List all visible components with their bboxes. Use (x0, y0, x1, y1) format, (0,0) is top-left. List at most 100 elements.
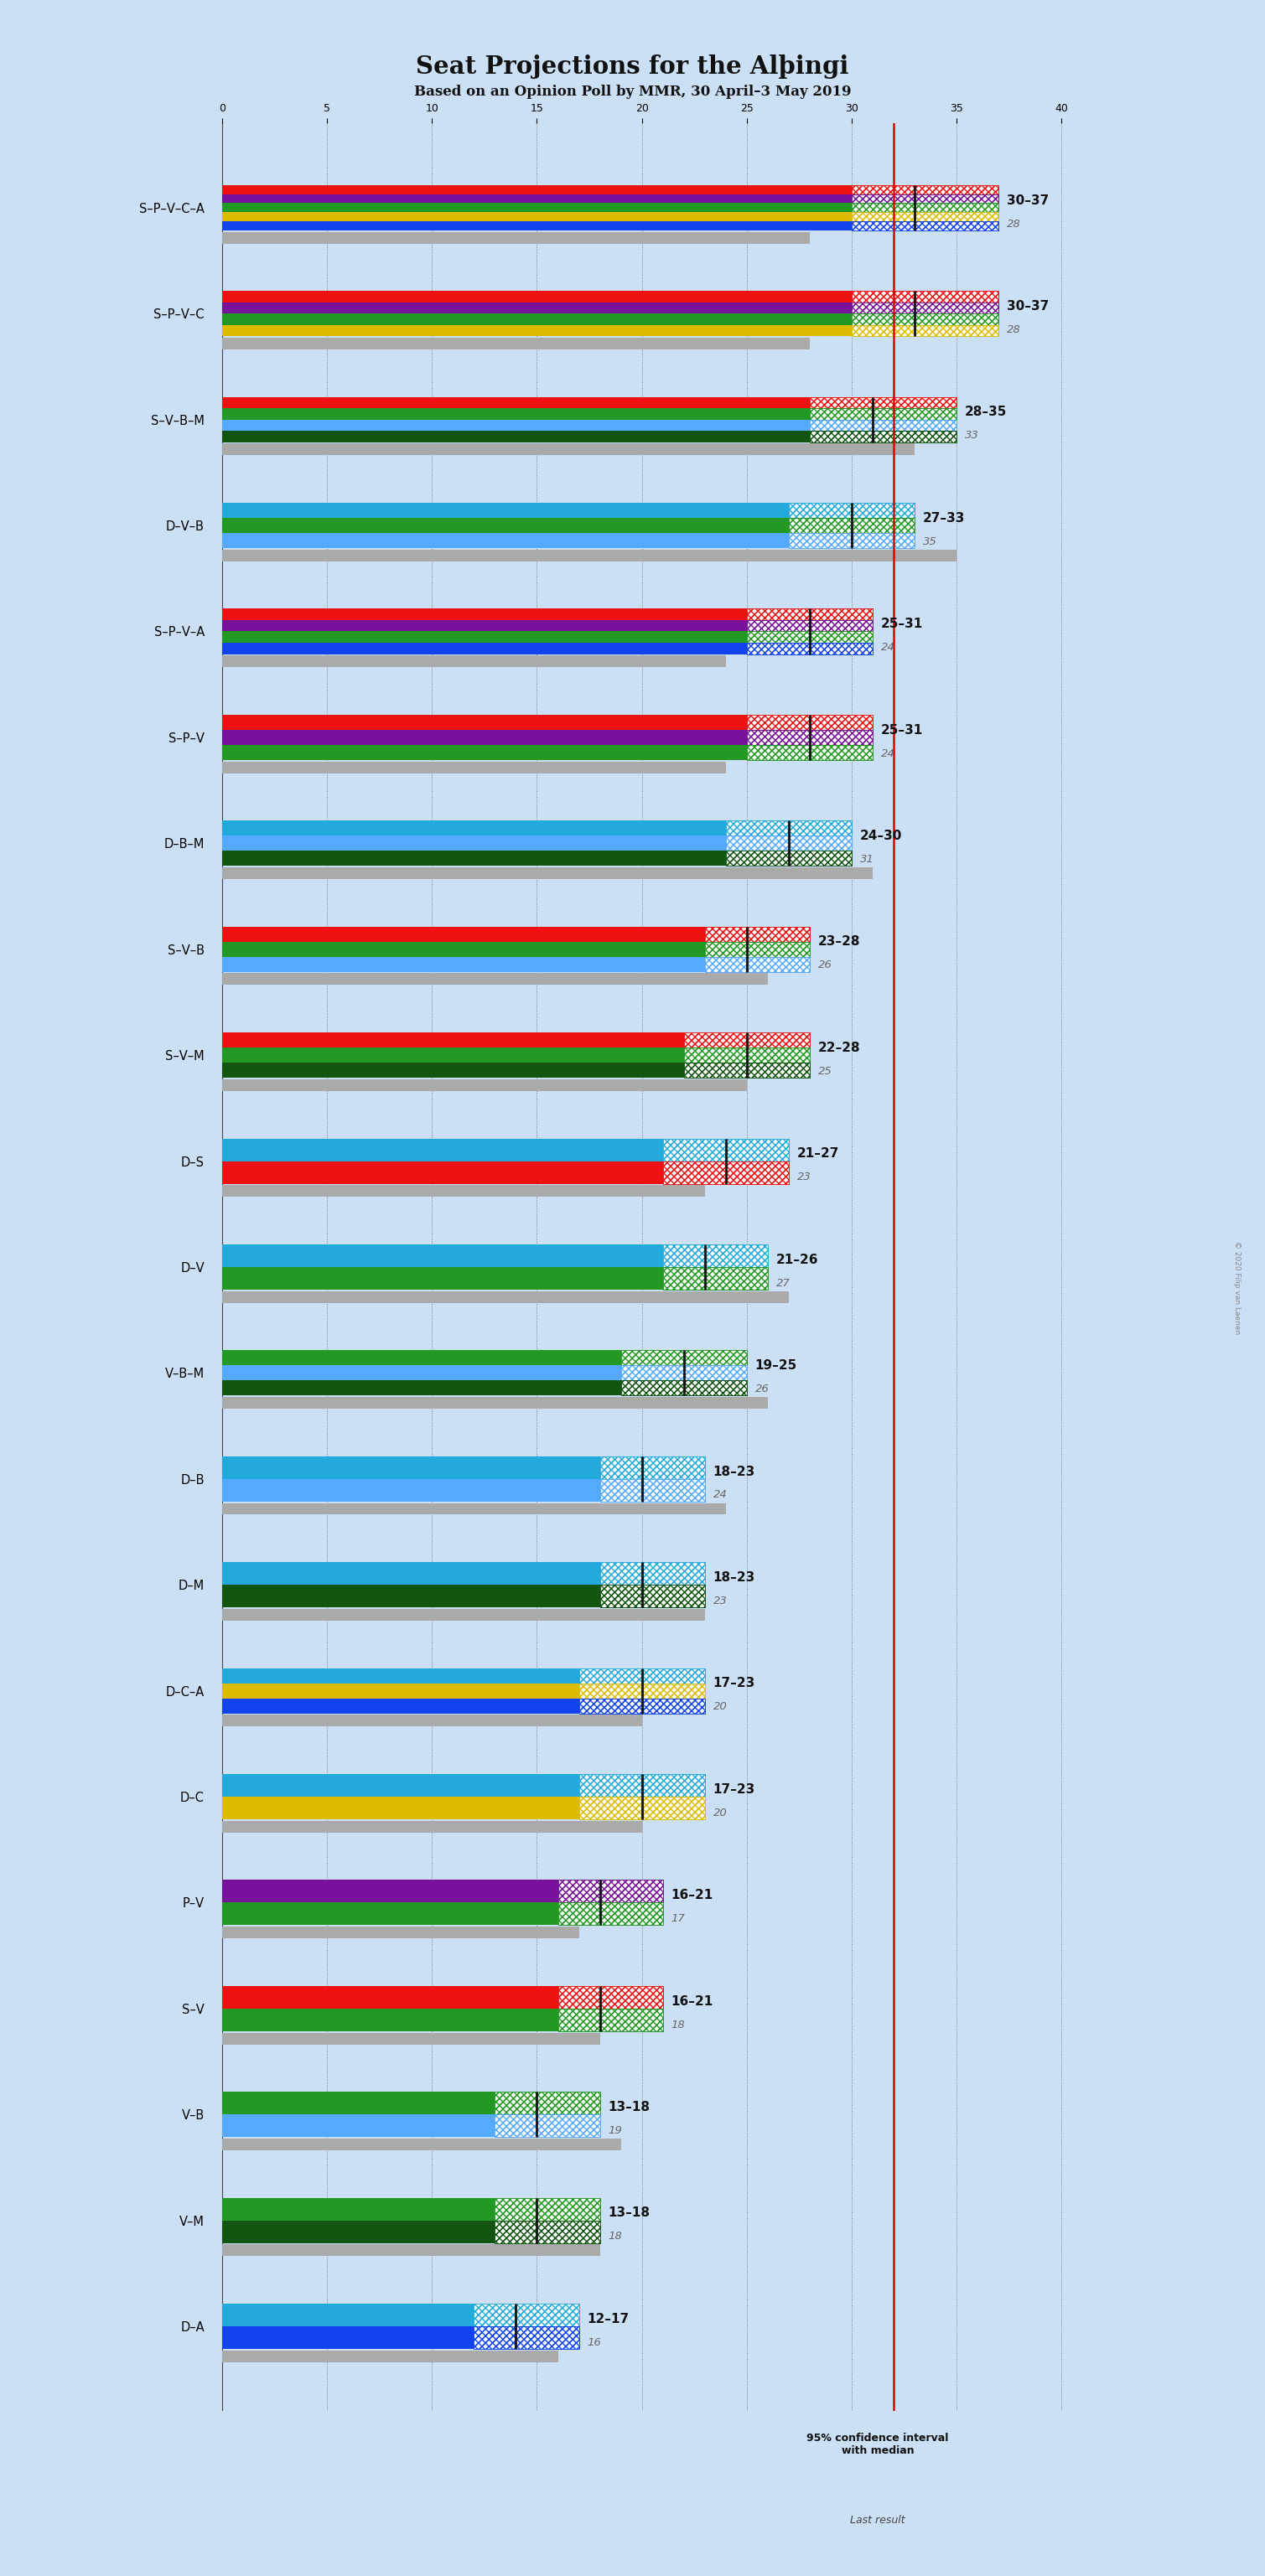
Text: 16–21: 16–21 (672, 1994, 713, 2007)
Bar (579, 1795, 705, 1819)
Bar (223, 1584, 705, 1607)
Bar (223, 974, 768, 984)
Bar (600, 1455, 705, 1479)
Bar (705, 956, 810, 971)
Bar (223, 1291, 788, 1303)
Bar (810, 397, 956, 407)
Bar (810, 420, 956, 430)
Bar (223, 1610, 705, 1620)
Bar (223, 1079, 746, 1092)
Bar (746, 729, 873, 744)
Bar (223, 443, 915, 456)
Bar (223, 2349, 558, 2362)
Text: 18: 18 (608, 2231, 622, 2241)
Bar (851, 193, 998, 204)
Bar (851, 211, 998, 222)
Text: 17–23: 17–23 (713, 1783, 755, 1795)
Bar (223, 185, 998, 193)
Bar (223, 2092, 600, 2115)
Text: 18: 18 (672, 2020, 686, 2030)
Text: 23: 23 (713, 1595, 727, 1607)
Bar (223, 291, 998, 301)
Bar (621, 1365, 746, 1381)
Bar (788, 533, 915, 549)
Text: 24: 24 (880, 747, 894, 760)
Text: 22–28: 22–28 (818, 1041, 860, 1054)
Text: © 2020 Filip van Laenen: © 2020 Filip van Laenen (1233, 1242, 1241, 1334)
Bar (579, 1698, 705, 1713)
Bar (663, 1162, 788, 1185)
Bar (223, 714, 873, 729)
Bar (600, 1479, 705, 1502)
Bar (223, 204, 998, 211)
Text: 18–23: 18–23 (713, 1571, 755, 1584)
Bar (558, 2009, 663, 2032)
Bar (223, 325, 998, 337)
Bar (579, 1795, 705, 1819)
Text: 26: 26 (755, 1383, 769, 1394)
Bar (474, 2326, 579, 2349)
Text: 23–28: 23–28 (818, 935, 860, 948)
Bar (223, 1185, 705, 1198)
Text: 20: 20 (713, 1808, 727, 1819)
Bar (223, 762, 726, 773)
Bar (746, 631, 873, 644)
Bar (223, 314, 998, 325)
Bar (558, 1904, 663, 1924)
Bar (600, 1561, 705, 1584)
Bar (746, 744, 873, 760)
Text: 26: 26 (818, 961, 832, 971)
Bar (621, 1365, 746, 1381)
Bar (810, 407, 956, 420)
Bar (223, 502, 915, 518)
Bar (558, 1986, 663, 2009)
Bar (851, 204, 998, 211)
Bar (558, 1880, 663, 1904)
Bar (223, 337, 810, 350)
Bar (223, 1502, 726, 1515)
Bar (746, 714, 873, 729)
Bar (621, 1350, 746, 1365)
Bar (579, 1669, 705, 1682)
Bar (726, 850, 851, 866)
Bar (223, 2138, 621, 2151)
Bar (223, 943, 810, 956)
Bar (663, 1139, 788, 1162)
Text: Last result: Last result (850, 2514, 906, 2524)
Bar (223, 631, 873, 644)
Bar (600, 1479, 705, 1502)
Bar (684, 1064, 810, 1077)
Bar (705, 927, 810, 943)
Bar (600, 1561, 705, 1584)
Bar (621, 1381, 746, 1396)
Bar (746, 744, 873, 760)
Bar (558, 2009, 663, 2032)
Bar (495, 2115, 600, 2138)
Bar (746, 644, 873, 654)
Bar (223, 1927, 579, 1937)
Bar (223, 621, 873, 631)
Bar (810, 420, 956, 430)
Bar (474, 2303, 579, 2326)
Bar (223, 1350, 746, 1365)
Text: 13–18: 13–18 (608, 2102, 650, 2112)
Bar (600, 1479, 705, 1502)
Text: 16: 16 (587, 2336, 601, 2347)
Bar (746, 608, 873, 621)
Text: 19–25: 19–25 (755, 1360, 797, 1373)
Bar (495, 2092, 600, 2115)
Bar (223, 2326, 579, 2349)
Bar (726, 835, 851, 850)
Bar (495, 2092, 600, 2115)
Bar (558, 2009, 663, 2032)
Bar (474, 2326, 579, 2349)
Bar (726, 822, 851, 835)
Bar (851, 204, 998, 211)
Bar (788, 518, 915, 533)
Bar (579, 1698, 705, 1713)
Bar (223, 2221, 600, 2244)
Bar (579, 1682, 705, 1698)
Bar (705, 943, 810, 956)
Bar (223, 301, 998, 314)
Bar (746, 621, 873, 631)
